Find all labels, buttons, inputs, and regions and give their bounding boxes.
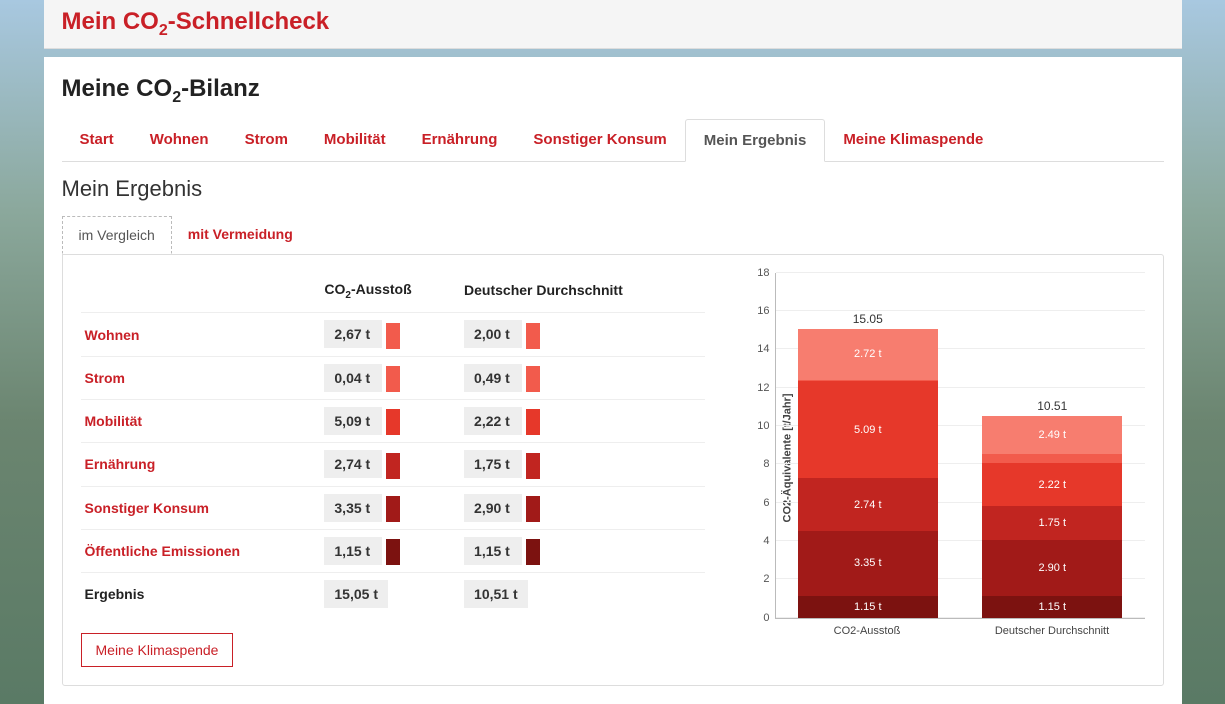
segment: 1.15 t [982,596,1122,618]
row-avg: 2,00 t [460,313,704,356]
segment: 2.72 t [798,329,938,380]
tab-strom[interactable]: Strom [227,119,306,161]
ytick-label: 10 [757,420,769,432]
ytick-label: 16 [757,305,769,317]
row-own: 0,04 t [320,356,460,399]
row-category: Mobilität [81,399,321,442]
row-category: Ernährung [81,443,321,486]
xlabel: CO2-Ausstoß [797,625,937,637]
row-avg: 0,49 t [460,356,704,399]
row-own: 1,15 t [320,529,460,572]
row-avg: 1,15 t [460,529,704,572]
color-swatch [526,323,540,349]
segment: 3.35 t [798,531,938,595]
row-own: 3,35 t [320,486,460,529]
subtitle-pre: Meine CO [62,75,173,102]
color-swatch [386,496,400,522]
row-category: Öffentliche Emissionen [81,529,321,572]
title-sub: 2 [159,22,168,39]
title-post: -Schnellcheck [168,8,329,35]
row-category: Strom [81,356,321,399]
tab-sonstiger-konsum[interactable]: Sonstiger Konsum [515,119,684,161]
ytick-label: 18 [757,267,769,279]
result-card: CO2-Ausstoß Deutscher Durchschnitt Wohne… [62,254,1164,687]
color-swatch [386,323,400,349]
table-row: Strom0,04 t0,49 t [81,356,705,399]
main-card: Meine CO2-Bilanz StartWohnenStromMobilit… [44,57,1182,704]
row-own: 2,67 t [320,313,460,356]
subtitle-sub: 2 [172,89,181,106]
tab-ernährung[interactable]: Ernährung [404,119,516,161]
color-swatch [386,366,400,392]
col-own: CO2-Ausstoß [320,273,460,313]
row-avg: 2,22 t [460,399,704,442]
segment: 5.09 t [798,381,938,479]
sub-tabs: im Vergleichmit Vermeidung [62,216,1164,254]
color-swatch [526,539,540,565]
tab-start[interactable]: Start [62,119,132,161]
color-swatch [386,453,400,479]
color-swatch [386,409,400,435]
table-row: Sonstiger Konsum3,35 t2,90 t [81,486,705,529]
col-avg: Deutscher Durchschnitt [460,273,704,313]
tab-meine-klimaspende[interactable]: Meine Klimaspende [825,119,1001,161]
bar-deutscher-durchschnitt: 1.15 t2.90 t1.75 t2.22 t2.49 t10.51 [982,416,1122,618]
comparison-table: CO2-Ausstoß Deutscher Durchschnitt Wohne… [81,273,705,668]
segment: 1.75 t [982,506,1122,540]
segment: 1.15 t [798,596,938,618]
segment: 2.22 t [982,463,1122,506]
table-row: Wohnen2,67 t2,00 t [81,313,705,356]
xlabel: Deutscher Durchschnitt [982,625,1122,637]
title-pre: Mein CO [62,8,159,35]
bilanz-title: Meine CO2-Bilanz [62,75,1164,107]
ytick-label: 14 [757,343,769,355]
color-swatch [526,366,540,392]
col-category [81,273,321,313]
row-category: Sonstiger Konsum [81,486,321,529]
ytick-label: 2 [763,573,769,585]
color-swatch [526,453,540,479]
ytick-label: 8 [763,458,769,470]
row-avg: 10,51 t [460,573,704,616]
segment: 2.74 t [798,478,938,531]
row-own: 5,09 t [320,399,460,442]
tab-mobilität[interactable]: Mobilität [306,119,404,161]
color-swatch [526,496,540,522]
table-row: Öffentliche Emissionen1,15 t1,15 t [81,529,705,572]
ytick-label: 0 [763,612,769,624]
title-bar: Mein CO2-Schnellcheck [44,0,1182,49]
segment: 2.90 t [982,540,1122,596]
bar-total: 15.05 [798,312,938,326]
chart-panel: CO2-Äquivalente [t/Jahr] 024681012141618… [725,273,1145,668]
subtitle-post: -Bilanz [181,75,260,102]
main-tabs: StartWohnenStromMobilitätErnährungSonsti… [62,119,1164,162]
table-row: Mobilität5,09 t2,22 t [81,399,705,442]
color-swatch [386,539,400,565]
segment: 2.49 t [982,416,1122,454]
table-row-total: Ergebnis15,05 t10,51 t [81,573,705,616]
table-row: Ernährung2,74 t1,75 t [81,443,705,486]
subtab-mit-vermeidung[interactable]: mit Vermeidung [172,216,309,254]
tab-mein-ergebnis[interactable]: Mein Ergebnis [685,119,826,162]
ytick-label: 12 [757,382,769,394]
tab-wohnen[interactable]: Wohnen [132,119,227,161]
bar-total: 10.51 [982,399,1122,413]
klimaspende-button[interactable]: Meine Klimaspende [81,633,234,667]
row-avg: 1,75 t [460,443,704,486]
ytick-label: 6 [763,497,769,509]
row-category: Ergebnis [81,573,321,616]
subtab-im-vergleich[interactable]: im Vergleich [62,216,172,254]
row-avg: 2,90 t [460,486,704,529]
page-title: Mein CO2-Schnellcheck [62,8,1164,40]
color-swatch [526,409,540,435]
segment [982,454,1122,463]
bar-co2-ausstoß: 1.15 t3.35 t2.74 t5.09 t2.72 t15.05 [798,329,938,618]
row-own: 2,74 t [320,443,460,486]
row-own: 15,05 t [320,573,460,616]
ytick-label: 4 [763,535,769,547]
section-title: Mein Ergebnis [62,176,1164,202]
row-category: Wohnen [81,313,321,356]
